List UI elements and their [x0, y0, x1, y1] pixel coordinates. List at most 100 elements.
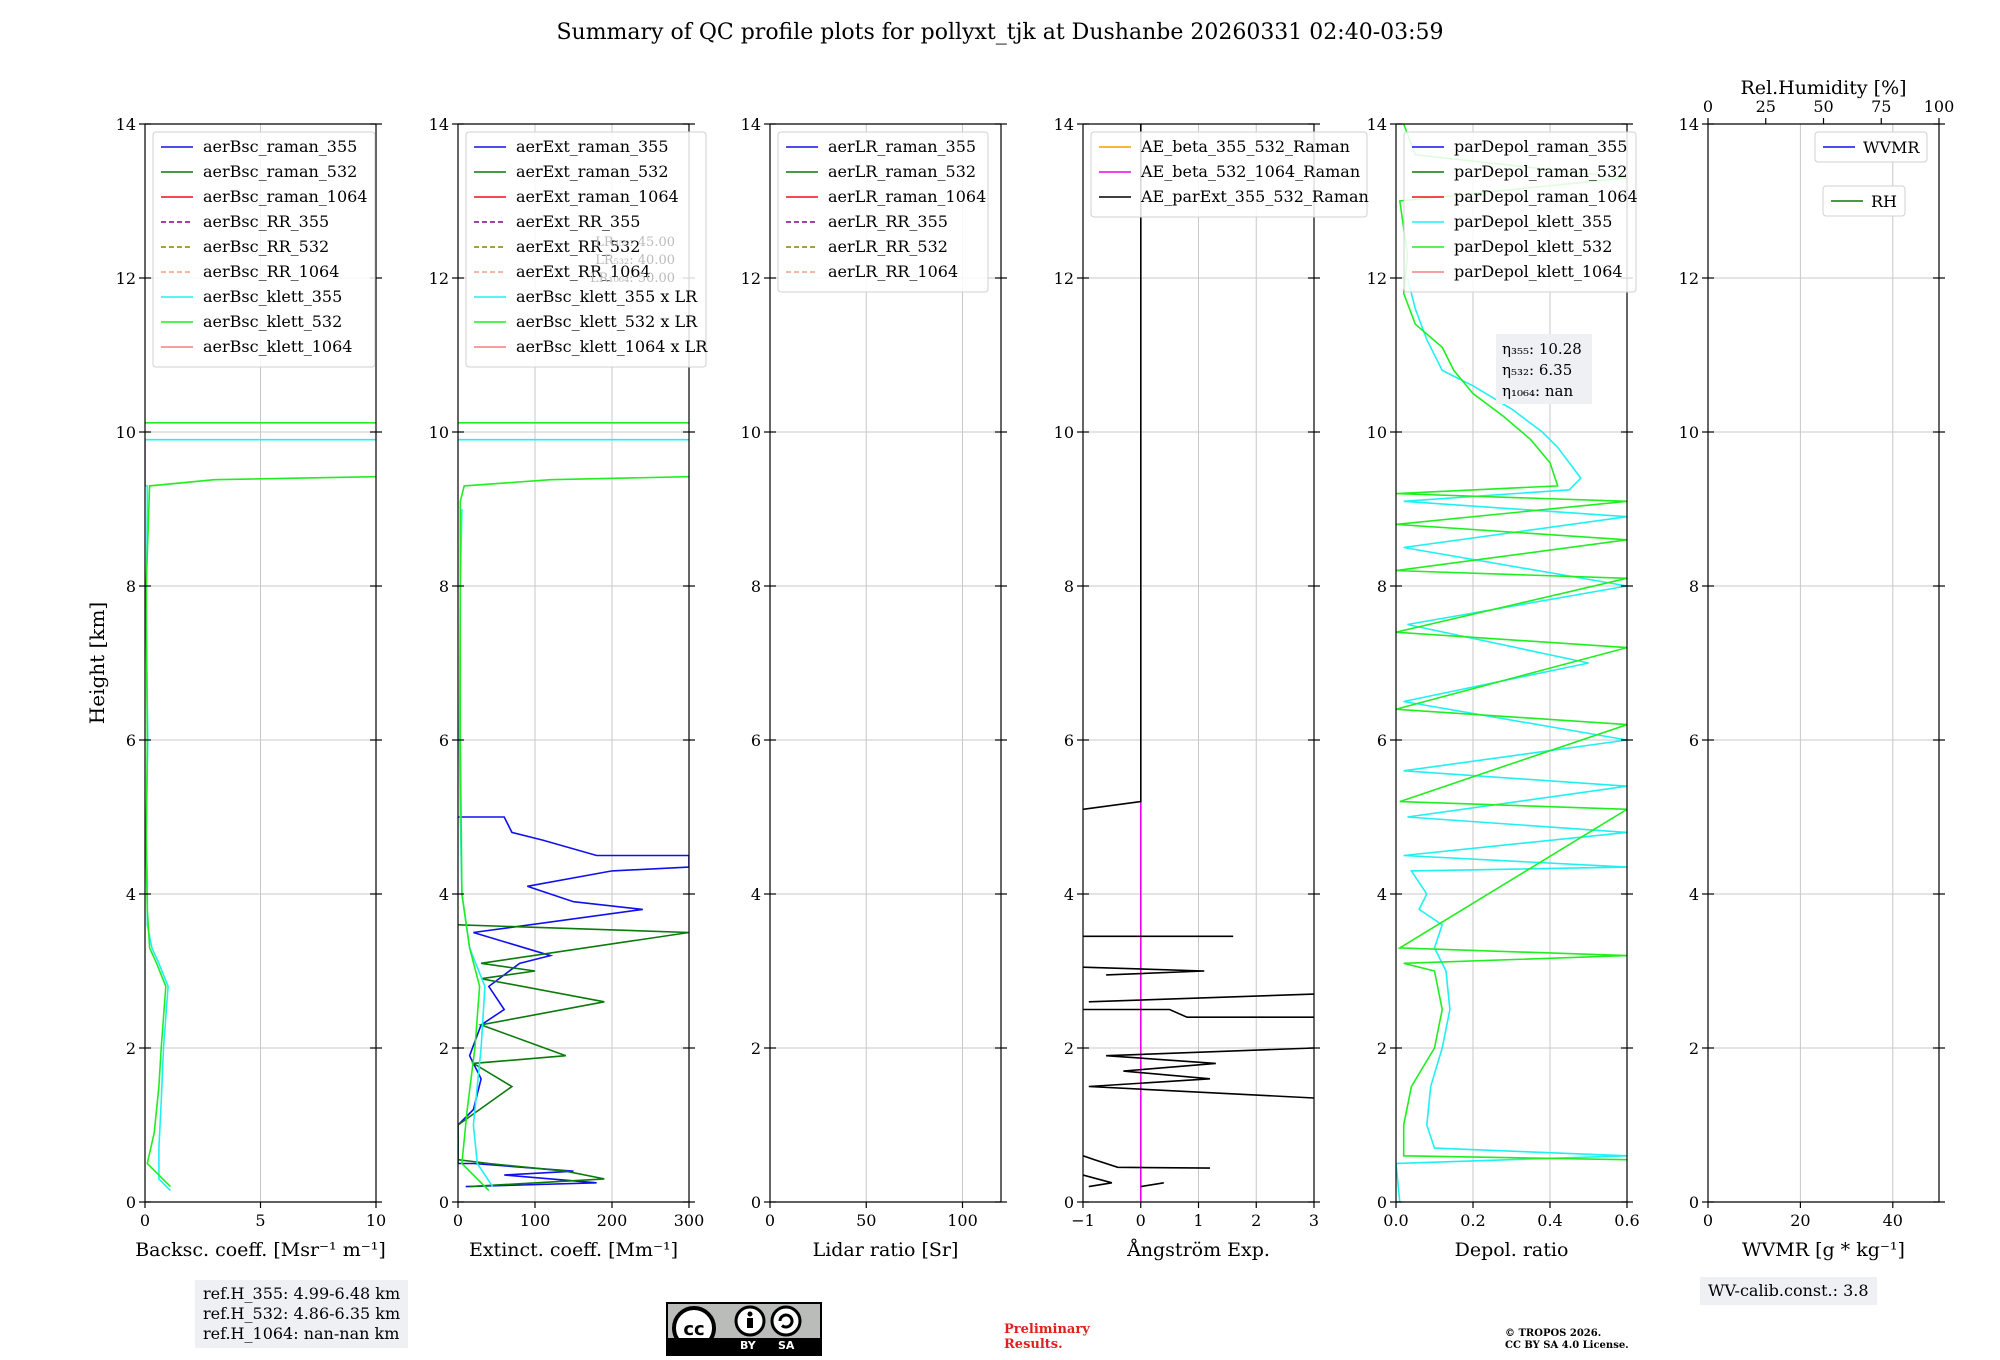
x-axis-label: Extinct. coeff. [Mm⁻¹] — [469, 1239, 678, 1261]
top-x-tick-label: 75 — [1871, 97, 1891, 116]
x-tick-label: 1 — [1193, 1211, 1203, 1230]
legend-box — [465, 131, 707, 368]
y-tick-label: 14 — [1367, 115, 1387, 134]
cc-sa-label: SA — [778, 1339, 795, 1352]
y-tick-label: 2 — [126, 1039, 136, 1058]
x-axis-label: Lidar ratio [Sr] — [813, 1239, 959, 1261]
lr-annotation: LR₃₅₅: 45.00 — [595, 235, 675, 250]
preliminary-note: Preliminary Results. — [1004, 1322, 1090, 1352]
top-x-tick-label: 0 — [1703, 97, 1713, 116]
x-tick-label: 0.4 — [1537, 1211, 1562, 1230]
series-line-aerBsc_klett_355 — [145, 438, 376, 1192]
x-tick-label: 0 — [140, 1211, 150, 1230]
y-tick-label: 0 — [439, 1193, 449, 1212]
x-tick-label: 0 — [453, 1211, 463, 1230]
y-tick-label: 2 — [751, 1039, 761, 1058]
eta-label: η₁₀₆₄: nan — [1502, 382, 1573, 400]
legend-label: AE_parExt_355_532_Raman — [1140, 187, 1369, 206]
series-line-aerExt_raman_355 — [458, 816, 689, 1188]
x-tick-label: 100 — [520, 1211, 551, 1230]
legend-label: aerBsc_RR_355 — [203, 212, 329, 231]
y-tick-label: 12 — [1054, 269, 1074, 288]
legend-label: aerBsc_klett_355 x LR — [516, 287, 698, 306]
series-line-AE_seg4 — [1083, 1008, 1314, 1019]
x-tick-label: 20 — [1790, 1211, 1810, 1230]
legend-label: aerBsc_klett_532 — [203, 312, 342, 331]
series-line-AE_seg6 — [1083, 1155, 1211, 1169]
y-tick-label: 6 — [1064, 731, 1074, 750]
series-line-aerExt_raman_532 — [458, 924, 689, 1188]
x-tick-label: 40 — [1883, 1211, 1903, 1230]
series-line-aerBsc_klett_532 x LR — [459, 475, 689, 1192]
panel-lr: 0 2 4 6 8 10 12 14 0 50 100 Lidar ratio [Sr] aerLR_r… — [741, 115, 1007, 1261]
eta-label: η₃₅₅: 10.28 — [1502, 340, 1582, 358]
legend-label: aerExt_raman_532 — [516, 162, 669, 181]
top-x-tick-label: 50 — [1813, 97, 1833, 116]
x-tick-label: 5 — [255, 1211, 265, 1230]
y-tick-label: 4 — [1064, 885, 1074, 904]
legend-label: parDepol_raman_1064 — [1454, 187, 1638, 206]
legend-label: aerExt_raman_1064 — [516, 187, 679, 206]
legend-label: aerBsc_RR_1064 — [203, 262, 339, 281]
x-axis-label: Depol. ratio — [1455, 1239, 1569, 1261]
y-tick-label: 14 — [1054, 115, 1074, 134]
y-tick-label: 2 — [439, 1039, 449, 1058]
x-tick-label: 3 — [1309, 1211, 1319, 1230]
y-tick-label: 10 — [116, 423, 136, 442]
copyright-note: © TROPOS 2026. CC BY SA 4.0 License. — [1505, 1328, 1629, 1352]
legend-label: AE_beta_532_1064_Raman — [1140, 162, 1360, 181]
x-tick-label: 0.2 — [1460, 1211, 1485, 1230]
y-tick-label: 6 — [439, 731, 449, 750]
top-x-axis-label: Rel.Humidity [%] — [1740, 77, 1906, 99]
legend-label: aerBsc_raman_1064 — [203, 187, 368, 206]
y-tick-label: 14 — [429, 115, 449, 134]
series-line-parDepol_klett_532 — [1396, 124, 1627, 1161]
y-tick-label: 14 — [741, 115, 761, 134]
y-tick-label: 2 — [1064, 1039, 1074, 1058]
top-x-tick-label: 25 — [1756, 97, 1776, 116]
x-tick-label: 10 — [366, 1211, 386, 1230]
y-tick-label: 14 — [1679, 115, 1699, 134]
series-line-aerBsc_klett_532 — [145, 475, 376, 1188]
cc-by-label: BY — [740, 1339, 756, 1352]
x-tick-label: 0 — [1136, 1211, 1146, 1230]
rh-legend-label: RH — [1871, 192, 1897, 211]
y-tick-label: 0 — [1689, 1193, 1699, 1212]
series-line-AE_seg3 — [1088, 993, 1314, 1003]
rh-legend-box — [1822, 185, 1906, 217]
y-tick-label: 10 — [1679, 423, 1699, 442]
x-tick-label: 2 — [1251, 1211, 1261, 1230]
y-tick-label: 8 — [1064, 577, 1074, 596]
x-tick-label: 100 — [947, 1211, 978, 1230]
y-tick-label: 6 — [1377, 731, 1387, 750]
y-tick-label: 12 — [1679, 269, 1699, 288]
y-tick-label: 8 — [1377, 577, 1387, 596]
x-axis-label: WVMR [g * kg⁻¹] — [1742, 1239, 1905, 1261]
preliminary-line-2: Results. — [1004, 1337, 1063, 1352]
legend-label: parDepol_raman_355 — [1454, 137, 1627, 156]
y-tick-label: 0 — [1377, 1193, 1387, 1212]
y-tick-label: 12 — [1367, 269, 1387, 288]
legend-box — [152, 131, 376, 368]
y-tick-label: 8 — [439, 577, 449, 596]
y-tick-label: 12 — [116, 269, 136, 288]
y-tick-label: 2 — [1377, 1039, 1387, 1058]
copyright-line-2: CC BY SA 4.0 License. — [1505, 1340, 1629, 1351]
legend-label: aerExt_raman_355 — [516, 137, 669, 156]
series-line-AE_parExt_355_532_Raman — [1083, 124, 1142, 811]
y-tick-label: 8 — [126, 577, 136, 596]
eta-label: η₅₃₂: 6.35 — [1502, 361, 1572, 379]
series-line-aerBsc_klett_355 x LR — [458, 508, 494, 1188]
legend-label: aerBsc_klett_1064 x LR — [516, 337, 708, 356]
legend-label: aerExt_RR_1064 — [516, 262, 651, 281]
lr-annotation: LR₁₀₆₄: 50.00 — [590, 271, 675, 286]
y-tick-label: 12 — [741, 269, 761, 288]
y-tick-label: 2 — [1689, 1039, 1699, 1058]
series-line-AE_seg2 — [1083, 966, 1205, 976]
svg-text:cc: cc — [683, 1319, 704, 1338]
y-tick-label: 4 — [126, 885, 136, 904]
y-tick-label: 0 — [751, 1193, 761, 1212]
wvmr-legend-label: WVMR — [1863, 138, 1920, 157]
